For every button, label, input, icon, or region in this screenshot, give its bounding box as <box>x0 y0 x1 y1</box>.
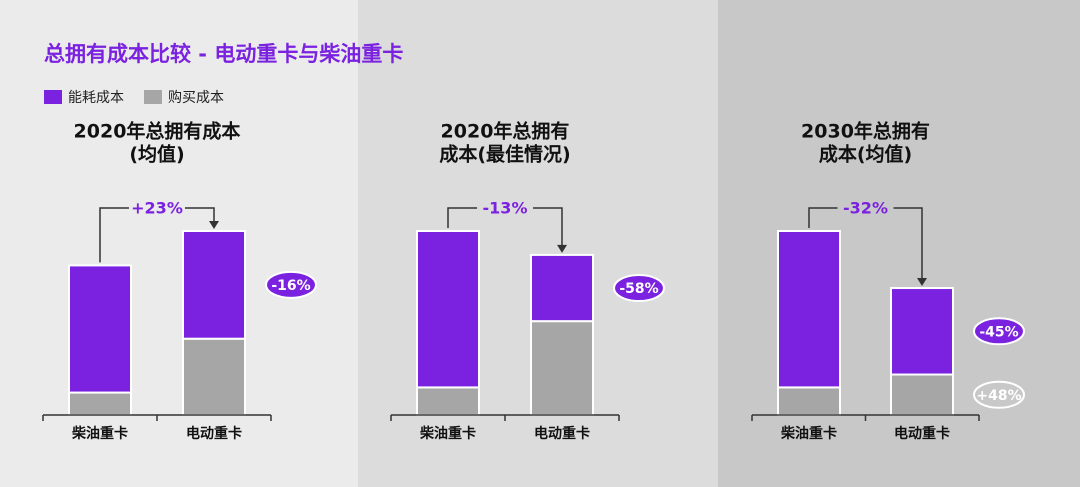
total-change-label: +23% <box>131 199 183 218</box>
change-bubble <box>973 380 1025 409</box>
change-bubble <box>265 270 317 299</box>
change-label: -16% <box>271 278 310 294</box>
bar-segment <box>182 230 246 340</box>
bar-segment <box>890 373 954 416</box>
panel-bg <box>0 0 358 487</box>
total-change-label: -13% <box>483 199 528 218</box>
bar-segment <box>777 386 841 416</box>
bar-segment <box>68 391 132 416</box>
change-arrowhead <box>209 221 219 229</box>
legend-swatch <box>144 90 162 104</box>
x-tick-label: 电动重卡 <box>186 425 242 442</box>
change-label: +48% <box>976 388 1021 404</box>
legend-swatch <box>44 90 62 104</box>
change-bubble <box>973 317 1025 346</box>
bar-segment <box>416 230 480 389</box>
x-tick-label: 电动重卡 <box>534 425 590 442</box>
change-label-bg <box>477 197 533 219</box>
chart-title: 成本(均值) <box>819 143 912 166</box>
change-bubble <box>613 274 665 303</box>
legend-label: 购买成本 <box>168 90 224 106</box>
bar-segment <box>416 386 480 416</box>
bar-segment <box>182 337 246 416</box>
bar-segment <box>530 320 594 416</box>
total-change-label: -32% <box>843 199 888 218</box>
chart-title: 成本(最佳情况) <box>439 143 570 166</box>
change-arrowhead <box>557 244 567 253</box>
chart-title: 2020年总拥有 <box>441 120 570 143</box>
bar-segment <box>530 253 594 323</box>
change-label: -45% <box>979 324 1018 340</box>
change-arrowhead <box>917 278 927 287</box>
x-tick-label: 柴油重卡 <box>71 425 128 442</box>
chart-title: 2030年总拥有 <box>801 120 930 143</box>
x-tick-label: 柴油重卡 <box>419 425 476 442</box>
bar-segment <box>890 287 954 376</box>
bar-segment <box>777 230 841 389</box>
bar-segment <box>68 264 132 394</box>
chart-title: 2020年总拥有成本 <box>74 120 241 143</box>
chart-title: (均值) <box>129 143 184 166</box>
change-label-bg <box>129 197 185 219</box>
change-label: -58% <box>619 281 658 297</box>
change-label-bg <box>837 197 894 219</box>
legend-label: 能耗成本 <box>68 90 124 106</box>
x-tick-label: 柴油重卡 <box>780 425 837 442</box>
page-title: 总拥有成本比较 - 电动重卡与柴油重卡 <box>44 42 403 66</box>
x-tick-label: 电动重卡 <box>894 425 950 442</box>
